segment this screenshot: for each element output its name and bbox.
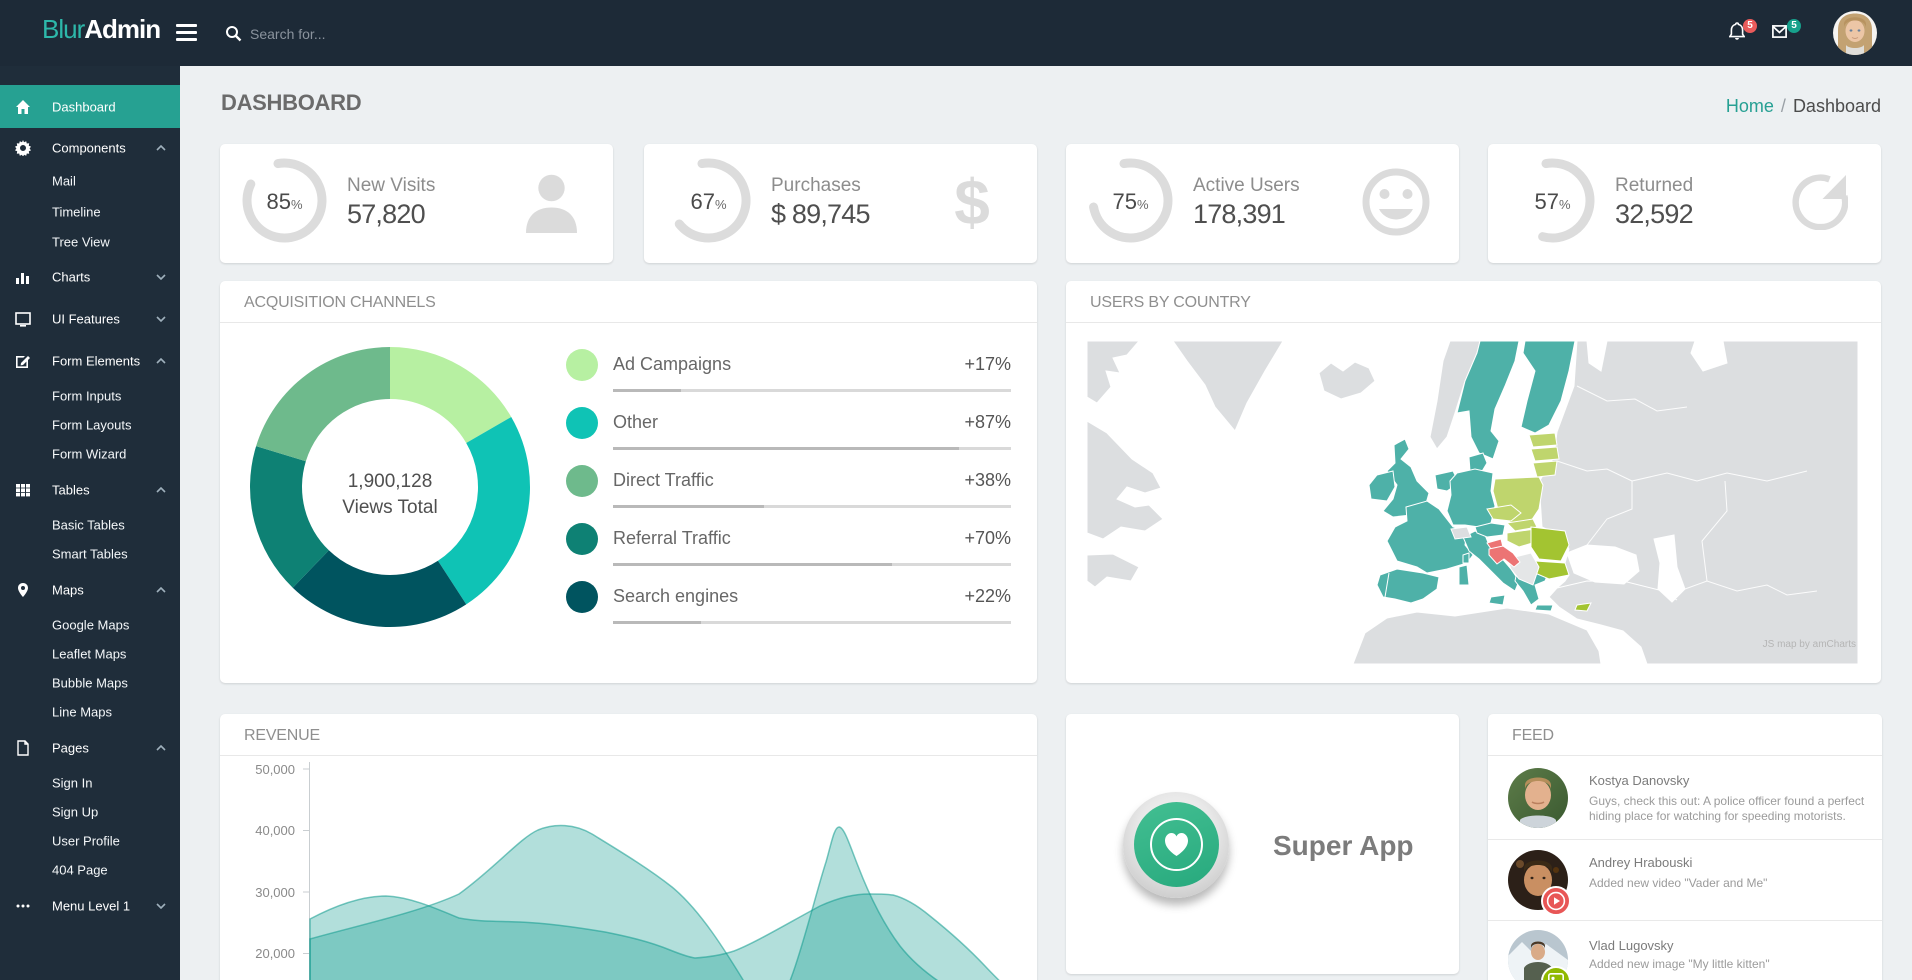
svg-text:$: $ [954, 168, 990, 236]
